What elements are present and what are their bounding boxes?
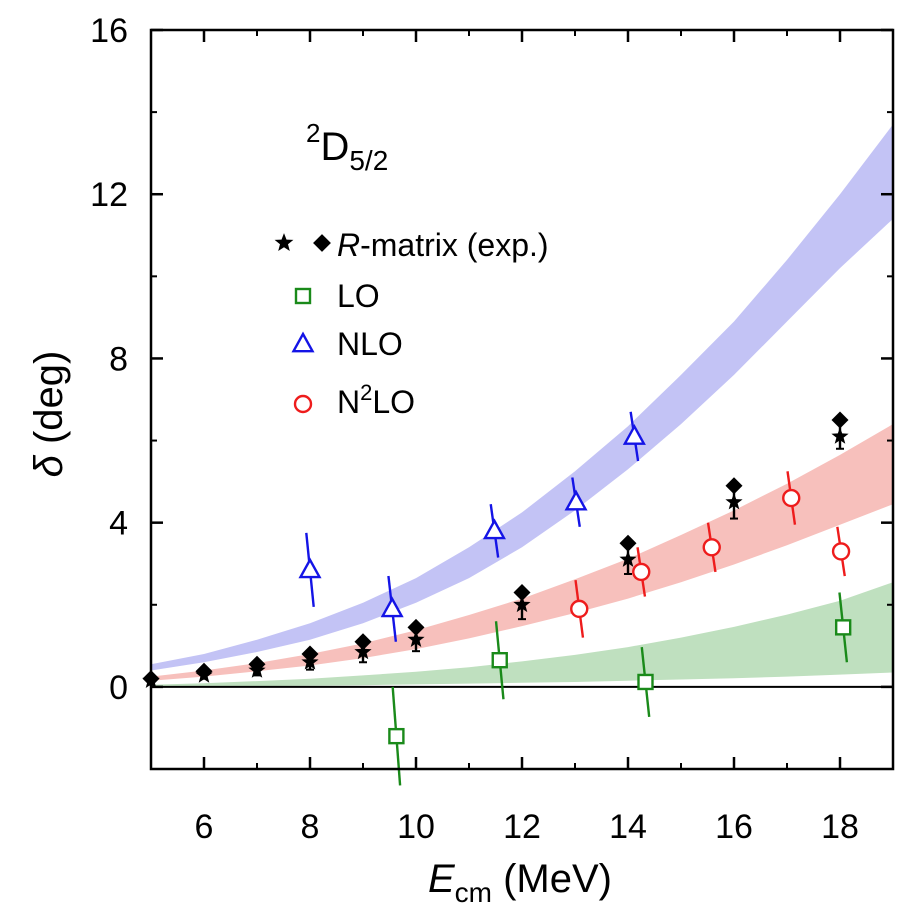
legend-symbols [274, 233, 331, 414]
point-exp_diamond [195, 662, 213, 680]
x-tick-label: 10 [397, 808, 435, 846]
panel-label-base: D [320, 125, 349, 169]
x-axis-sub: cm [455, 877, 492, 908]
point-nlo [380, 596, 404, 618]
point-exp_diamond [354, 633, 372, 651]
x-axis-title: Ecm (MeV) [428, 857, 612, 908]
point-exp_diamond [725, 477, 743, 495]
point-exp_star [619, 550, 637, 567]
point-lo [491, 652, 508, 669]
uncertainty-bands [151, 124, 893, 687]
point-exp_star [725, 493, 743, 510]
point-exp_diamond [831, 411, 849, 429]
x-tick-label: 12 [503, 808, 541, 846]
x-tick-label: 18 [821, 808, 859, 846]
point-n2lo [570, 599, 589, 619]
series-n2lo [570, 471, 851, 638]
panel-label: 2D5/2 [306, 118, 388, 176]
y-tick-label: 12 [90, 176, 128, 214]
band-n2lo [151, 424, 893, 681]
point-lo [834, 619, 852, 636]
axes: 6 8 10 12 14 16 18 0 4 8 12 16 [90, 12, 895, 846]
point-lo [637, 673, 654, 691]
point-n2lo [702, 538, 721, 557]
legend-n2lo-sup: 2 [360, 380, 372, 405]
panel-label-sup: 2 [306, 118, 320, 148]
y-axis-unit: (deg) [27, 351, 71, 456]
legend-symbol-nlo [291, 331, 315, 353]
point-exp_star [513, 595, 531, 613]
y-axis-symbol: δ [27, 454, 71, 477]
y-tick-label: 16 [90, 12, 128, 50]
x-axis-unit: (MeV) [492, 857, 612, 901]
band-lo [151, 582, 893, 687]
legend: R-matrix (exp.) LO NLO N2LO [274, 227, 549, 420]
point-exp_diamond [407, 618, 425, 636]
series-lo [388, 592, 852, 786]
y-axis-title: δ (deg) [27, 351, 71, 478]
point-exp_diamond [513, 583, 531, 601]
x-tick-label: 16 [715, 808, 753, 846]
legend-rmatrix-rest: -matrix (exp.) [360, 227, 548, 263]
point-exp_diamond [301, 645, 319, 663]
series-exp_diamond [142, 411, 849, 688]
legend-symbol-diamond [313, 234, 331, 252]
legend-label-rmatrix: R-matrix (exp.) [337, 227, 549, 263]
point-n2lo [782, 488, 801, 508]
data-points [142, 411, 852, 786]
legend-n2lo-post: LO [372, 384, 415, 420]
x-tick-label: 6 [195, 808, 214, 846]
point-exp_star [354, 643, 372, 660]
point-n2lo [831, 542, 851, 561]
legend-symbol-n2lo [293, 394, 313, 414]
legend-label-nlo: NLO [337, 326, 403, 362]
legend-symbol-lo [294, 287, 312, 305]
point-n2lo [632, 562, 651, 582]
point-nlo [482, 518, 506, 540]
x-tick-label: 8 [301, 808, 320, 846]
series-nlo [298, 411, 646, 642]
point-exp_diamond [248, 655, 266, 673]
point-exp_star [831, 427, 849, 444]
y-tick-label: 0 [109, 669, 128, 707]
point-exp_diamond [619, 534, 637, 552]
point-nlo [564, 489, 588, 511]
y-tick-label: 4 [109, 505, 128, 543]
point-nlo [622, 423, 646, 445]
point-exp_star [407, 630, 425, 647]
point-lo [388, 727, 405, 745]
legend-symbol-star [274, 233, 294, 251]
legend-n2lo-pre: N [337, 384, 360, 420]
x-axis-symbol: E [428, 857, 456, 901]
legend-label-lo: LO [337, 278, 380, 314]
panel-label-sub: 5/2 [349, 145, 388, 176]
point-nlo [298, 557, 322, 579]
y-tick-label: 8 [109, 340, 128, 378]
x-tick-label: 14 [609, 808, 647, 846]
legend-rmatrix-italic: R [337, 227, 360, 263]
legend-label-n2lo: N2LO [337, 380, 415, 420]
